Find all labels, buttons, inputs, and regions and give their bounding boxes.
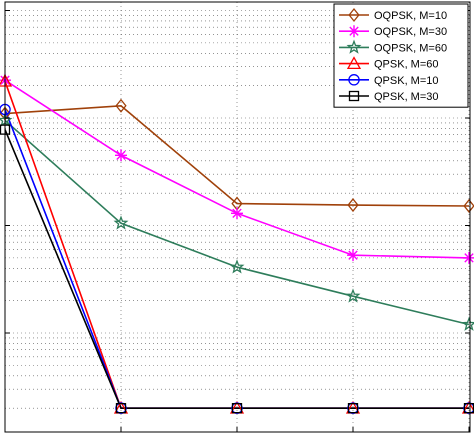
- legend-marker-1: [348, 25, 360, 38]
- data-point-2-3: [345, 288, 361, 303]
- data-point-5-2: [231, 403, 243, 414]
- legend-marker-0: [348, 7, 360, 23]
- legend-marker-5: [348, 90, 360, 102]
- legend-label-1: OQPSK, M=30: [374, 26, 447, 38]
- legend-marker-4: [348, 74, 360, 86]
- data-point-2-2: [229, 259, 245, 274]
- legend-label-0: OQPSK, M=10: [374, 10, 447, 22]
- legend-label-3: QPSK, M=60: [374, 59, 439, 71]
- data-point-2-4: [461, 316, 474, 331]
- data-point-0-3: [347, 198, 359, 213]
- legend-box: [333, 3, 469, 108]
- legend-label-2: OQPSK, M=60: [374, 42, 447, 54]
- axes: [4, 1, 471, 433]
- legend-label-5: QPSK, M=30: [374, 91, 439, 103]
- data-point-2-1: [113, 215, 129, 230]
- grid: [5, 2, 470, 432]
- data-point-1-3: [347, 249, 359, 262]
- data-point-1-4: [463, 251, 474, 264]
- data-point-1-1: [115, 149, 127, 162]
- data-point-0-1: [115, 98, 127, 113]
- legend-marker-2: [346, 39, 362, 54]
- data-point-5-3: [347, 403, 359, 414]
- data-point-0-4: [463, 198, 474, 214]
- data-point-1-2: [231, 207, 243, 220]
- legend: OQPSK, M=10 OQPSK, M=30 OQPSK, M=60 QPSK, M…: [333, 3, 469, 108]
- data-point-5-1: [115, 403, 127, 414]
- series-line-2: [4, 119, 470, 326]
- legend-marker-3: [346, 56, 362, 70]
- legend-label-4: QPSK, M=10: [374, 75, 439, 87]
- series-line-5: [4, 129, 469, 410]
- series-line-0: [4, 104, 470, 207]
